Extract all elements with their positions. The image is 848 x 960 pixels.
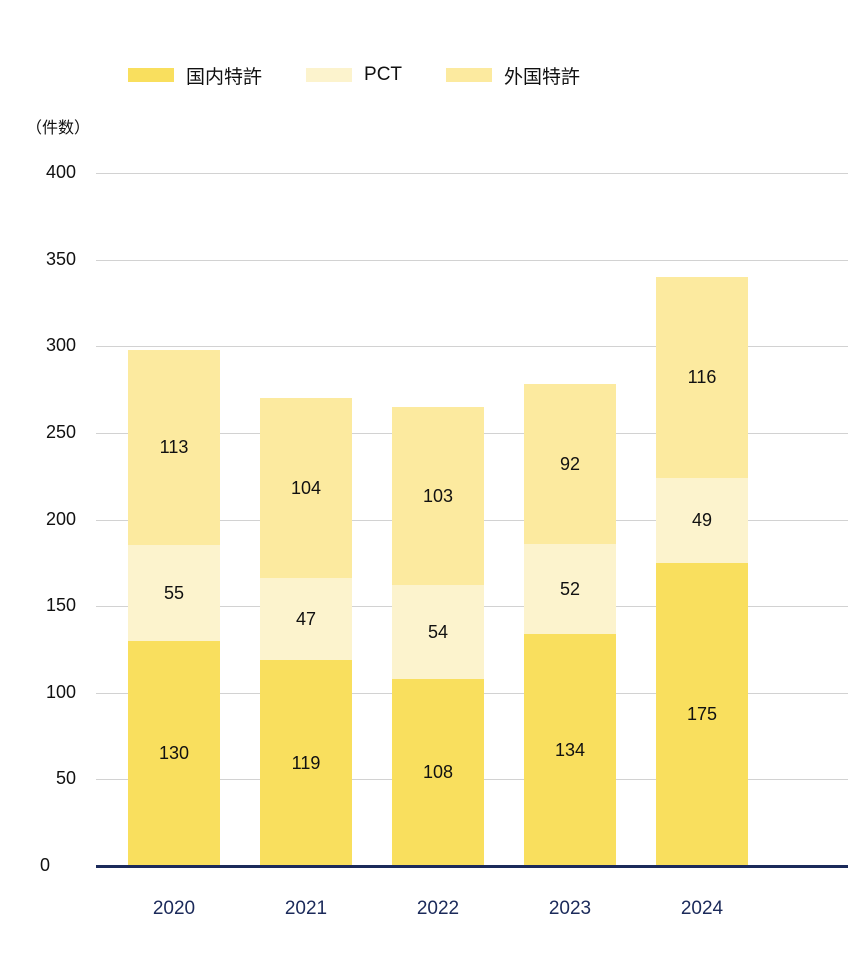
bar-segment-value: 108 (392, 679, 484, 866)
legend-label: PCT (364, 64, 403, 85)
legend-item-domestic: 国内特許 (128, 62, 262, 89)
bar-segment-value: 134 (524, 634, 616, 866)
x-axis-baseline (96, 865, 848, 868)
legend-item-foreign: 外国特許 (446, 62, 580, 89)
bar-segment-value: 55 (128, 545, 220, 641)
y-axis-unit-label: （件数） (26, 120, 91, 137)
legend-label: 国内特許 (186, 66, 263, 88)
x-tick-label: 2020 (152, 898, 196, 919)
bar-segment-value: 54 (392, 585, 484, 679)
bar-2024: 175 49 116 (656, 0, 748, 960)
x-tick-label: 2022 (416, 898, 460, 919)
x-tick-label: 2021 (284, 898, 328, 919)
legend-swatch-foreign (446, 68, 493, 82)
bar-2022: 108 54 103 (392, 0, 484, 960)
y-tick-label: 300 (45, 335, 76, 355)
bar-segment-value: 175 (656, 563, 748, 866)
bar-segment-value: 116 (656, 277, 748, 478)
y-tick-label: 350 (45, 249, 76, 269)
legend-label: 外国特許 (504, 66, 581, 88)
gridline (96, 173, 848, 174)
bar-2020: 130 55 113 (128, 0, 220, 960)
y-tick-label: 150 (45, 595, 76, 615)
legend-item-pct: PCT (306, 64, 402, 86)
bar-segment-value: 49 (656, 478, 748, 563)
y-tick-label: 250 (45, 422, 76, 442)
legend-swatch-pct (306, 68, 353, 82)
y-tick-label: 50 (55, 768, 76, 788)
y-tick-label: 400 (45, 162, 76, 182)
y-tick-label: 0 (39, 855, 50, 875)
legend-swatch-domestic (128, 68, 174, 82)
bar-2023: 134 52 92 (524, 0, 616, 960)
gridline (96, 260, 848, 261)
x-tick-label: 2024 (680, 898, 724, 919)
y-tick-label: 200 (45, 509, 76, 529)
bar-segment-value: 104 (260, 398, 352, 578)
bar-segment-value: 113 (128, 350, 220, 545)
bar-segment-value: 47 (260, 578, 352, 660)
x-tick-label: 2023 (548, 898, 592, 919)
gridline (96, 346, 848, 347)
bar-segment-value: 52 (524, 544, 616, 634)
bar-segment-value: 103 (392, 407, 484, 585)
bar-2021: 119 47 104 (260, 0, 352, 960)
bar-segment-value: 130 (128, 641, 220, 866)
bar-segment-value: 92 (524, 384, 616, 544)
chart-legend: 国内特許 PCT 外国特許 (128, 62, 624, 88)
y-tick-label: 100 (45, 682, 76, 702)
bar-segment-value: 119 (260, 660, 352, 866)
